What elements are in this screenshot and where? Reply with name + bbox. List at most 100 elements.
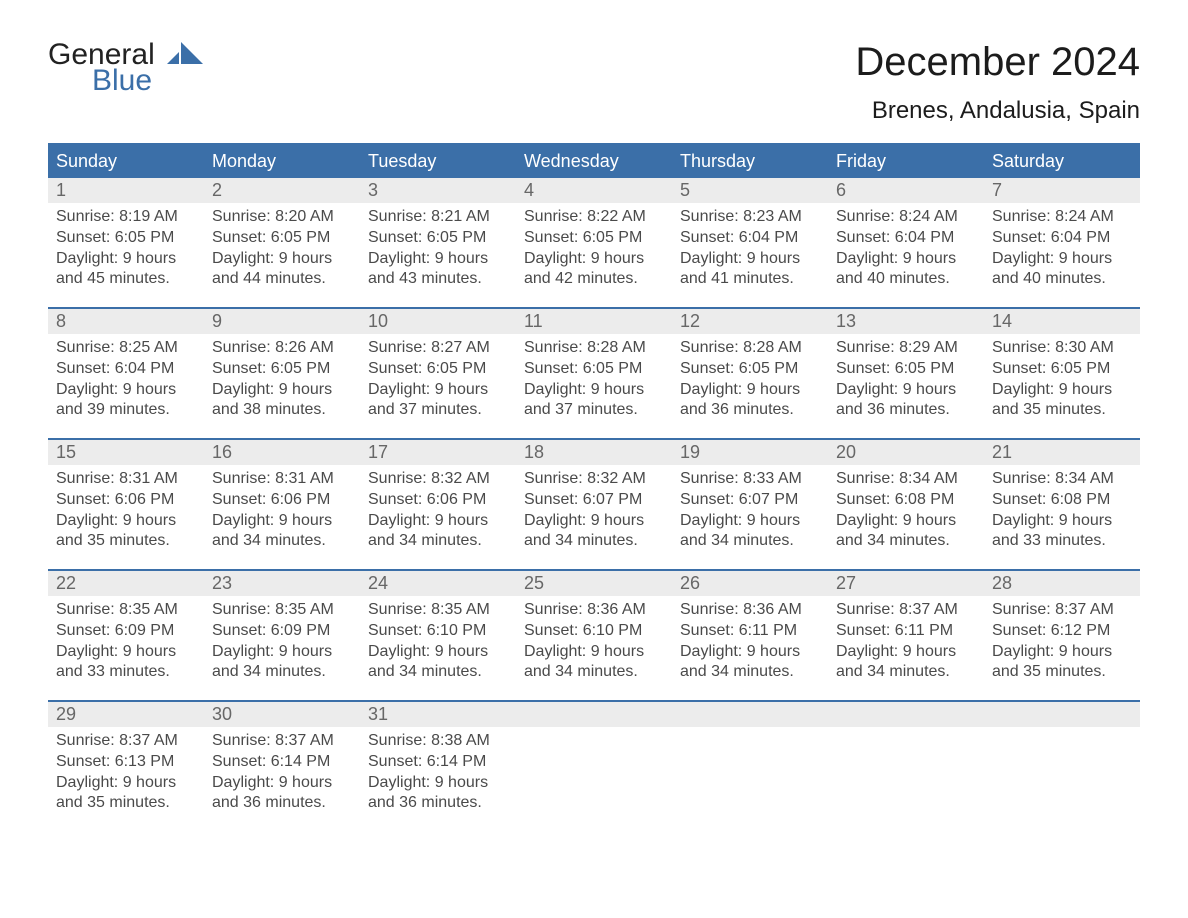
- day-d2: and 35 minutes.: [992, 400, 1132, 421]
- logo: General Blue: [48, 40, 203, 96]
- day-d2: and 35 minutes.: [56, 793, 196, 814]
- day-cell: Sunrise: 8:36 AMSunset: 6:10 PMDaylight:…: [516, 596, 672, 700]
- dow-wednesday: Wednesday: [516, 145, 672, 178]
- day-number: 2: [204, 178, 360, 203]
- day-sunset: Sunset: 6:05 PM: [212, 228, 352, 249]
- day-sunrise: Sunrise: 8:32 AM: [524, 469, 664, 490]
- day-d1: Daylight: 9 hours: [836, 249, 976, 270]
- day-sunset: Sunset: 6:06 PM: [212, 490, 352, 511]
- day-d2: and 34 minutes.: [212, 662, 352, 683]
- day-sunset: Sunset: 6:05 PM: [212, 359, 352, 380]
- day-number: 6: [828, 178, 984, 203]
- day-sunrise: Sunrise: 8:34 AM: [992, 469, 1132, 490]
- day-d2: and 38 minutes.: [212, 400, 352, 421]
- dow-saturday: Saturday: [984, 145, 1140, 178]
- day-cell: Sunrise: 8:29 AMSunset: 6:05 PMDaylight:…: [828, 334, 984, 438]
- day-sunset: Sunset: 6:14 PM: [212, 752, 352, 773]
- day-sunset: Sunset: 6:11 PM: [836, 621, 976, 642]
- day-sunrise: Sunrise: 8:37 AM: [56, 731, 196, 752]
- day-number: 15: [48, 440, 204, 465]
- day-number-row: 15161718192021: [48, 440, 1140, 465]
- day-cell: Sunrise: 8:38 AMSunset: 6:14 PMDaylight:…: [360, 727, 516, 831]
- calendar: Sunday Monday Tuesday Wednesday Thursday…: [48, 143, 1140, 831]
- day-number: 5: [672, 178, 828, 203]
- day-cell: [516, 727, 672, 831]
- day-d1: Daylight: 9 hours: [524, 249, 664, 270]
- day-d1: Daylight: 9 hours: [992, 642, 1132, 663]
- day-d1: Daylight: 9 hours: [212, 511, 352, 532]
- day-d1: Daylight: 9 hours: [212, 249, 352, 270]
- logo-word-2: Blue: [92, 66, 203, 96]
- day-sunrise: Sunrise: 8:29 AM: [836, 338, 976, 359]
- day-number: 18: [516, 440, 672, 465]
- day-cell: Sunrise: 8:24 AMSunset: 6:04 PMDaylight:…: [984, 203, 1140, 307]
- day-d2: and 42 minutes.: [524, 269, 664, 290]
- day-cell: Sunrise: 8:20 AMSunset: 6:05 PMDaylight:…: [204, 203, 360, 307]
- day-sunset: Sunset: 6:13 PM: [56, 752, 196, 773]
- day-cell: Sunrise: 8:35 AMSunset: 6:09 PMDaylight:…: [48, 596, 204, 700]
- day-sunrise: Sunrise: 8:24 AM: [836, 207, 976, 228]
- day-d1: Daylight: 9 hours: [56, 773, 196, 794]
- day-sunrise: Sunrise: 8:25 AM: [56, 338, 196, 359]
- day-cell: Sunrise: 8:26 AMSunset: 6:05 PMDaylight:…: [204, 334, 360, 438]
- day-sunrise: Sunrise: 8:23 AM: [680, 207, 820, 228]
- day-sunrise: Sunrise: 8:26 AM: [212, 338, 352, 359]
- day-sunrise: Sunrise: 8:31 AM: [212, 469, 352, 490]
- day-cell: Sunrise: 8:28 AMSunset: 6:05 PMDaylight:…: [672, 334, 828, 438]
- day-sunset: Sunset: 6:06 PM: [56, 490, 196, 511]
- day-sunset: Sunset: 6:10 PM: [524, 621, 664, 642]
- day-sunrise: Sunrise: 8:21 AM: [368, 207, 508, 228]
- day-cell: Sunrise: 8:19 AMSunset: 6:05 PMDaylight:…: [48, 203, 204, 307]
- day-sunset: Sunset: 6:05 PM: [56, 228, 196, 249]
- day-d1: Daylight: 9 hours: [368, 773, 508, 794]
- day-cell: [672, 727, 828, 831]
- day-sunset: Sunset: 6:05 PM: [524, 228, 664, 249]
- day-d1: Daylight: 9 hours: [56, 249, 196, 270]
- day-number: 22: [48, 571, 204, 596]
- day-number: 4: [516, 178, 672, 203]
- day-d2: and 36 minutes.: [836, 400, 976, 421]
- day-d2: and 34 minutes.: [368, 662, 508, 683]
- day-number: 21: [984, 440, 1140, 465]
- day-d2: and 34 minutes.: [836, 531, 976, 552]
- day-cell: Sunrise: 8:25 AMSunset: 6:04 PMDaylight:…: [48, 334, 204, 438]
- day-cell: Sunrise: 8:22 AMSunset: 6:05 PMDaylight:…: [516, 203, 672, 307]
- day-cell: Sunrise: 8:33 AMSunset: 6:07 PMDaylight:…: [672, 465, 828, 569]
- day-sunset: Sunset: 6:05 PM: [992, 359, 1132, 380]
- day-number: 13: [828, 309, 984, 334]
- day-cell: Sunrise: 8:24 AMSunset: 6:04 PMDaylight:…: [828, 203, 984, 307]
- day-d1: Daylight: 9 hours: [836, 642, 976, 663]
- day-cell: Sunrise: 8:35 AMSunset: 6:10 PMDaylight:…: [360, 596, 516, 700]
- day-d2: and 40 minutes.: [992, 269, 1132, 290]
- day-cell: Sunrise: 8:27 AMSunset: 6:05 PMDaylight:…: [360, 334, 516, 438]
- day-d2: and 45 minutes.: [56, 269, 196, 290]
- day-d2: and 33 minutes.: [992, 531, 1132, 552]
- day-sunrise: Sunrise: 8:24 AM: [992, 207, 1132, 228]
- day-d2: and 37 minutes.: [524, 400, 664, 421]
- day-d2: and 34 minutes.: [524, 531, 664, 552]
- day-d2: and 34 minutes.: [212, 531, 352, 552]
- day-cell: Sunrise: 8:36 AMSunset: 6:11 PMDaylight:…: [672, 596, 828, 700]
- day-cell: Sunrise: 8:37 AMSunset: 6:12 PMDaylight:…: [984, 596, 1140, 700]
- day-number-row: 891011121314: [48, 309, 1140, 334]
- day-d1: Daylight: 9 hours: [524, 642, 664, 663]
- day-sunset: Sunset: 6:11 PM: [680, 621, 820, 642]
- header: General Blue December 2024 Brenes, Andal…: [48, 40, 1140, 125]
- day-body-row: Sunrise: 8:19 AMSunset: 6:05 PMDaylight:…: [48, 203, 1140, 307]
- day-sunset: Sunset: 6:04 PM: [680, 228, 820, 249]
- day-sunrise: Sunrise: 8:20 AM: [212, 207, 352, 228]
- day-d2: and 41 minutes.: [680, 269, 820, 290]
- day-sunrise: Sunrise: 8:38 AM: [368, 731, 508, 752]
- day-of-week-header: Sunday Monday Tuesday Wednesday Thursday…: [48, 145, 1140, 178]
- day-body-row: Sunrise: 8:35 AMSunset: 6:09 PMDaylight:…: [48, 596, 1140, 700]
- day-sunrise: Sunrise: 8:28 AM: [680, 338, 820, 359]
- day-d1: Daylight: 9 hours: [836, 511, 976, 532]
- day-number: 29: [48, 702, 204, 727]
- logo-mark-icon: [167, 40, 203, 70]
- day-sunset: Sunset: 6:04 PM: [836, 228, 976, 249]
- day-cell: Sunrise: 8:32 AMSunset: 6:06 PMDaylight:…: [360, 465, 516, 569]
- day-d2: and 35 minutes.: [992, 662, 1132, 683]
- day-sunrise: Sunrise: 8:35 AM: [212, 600, 352, 621]
- day-sunset: Sunset: 6:05 PM: [368, 359, 508, 380]
- day-d1: Daylight: 9 hours: [212, 773, 352, 794]
